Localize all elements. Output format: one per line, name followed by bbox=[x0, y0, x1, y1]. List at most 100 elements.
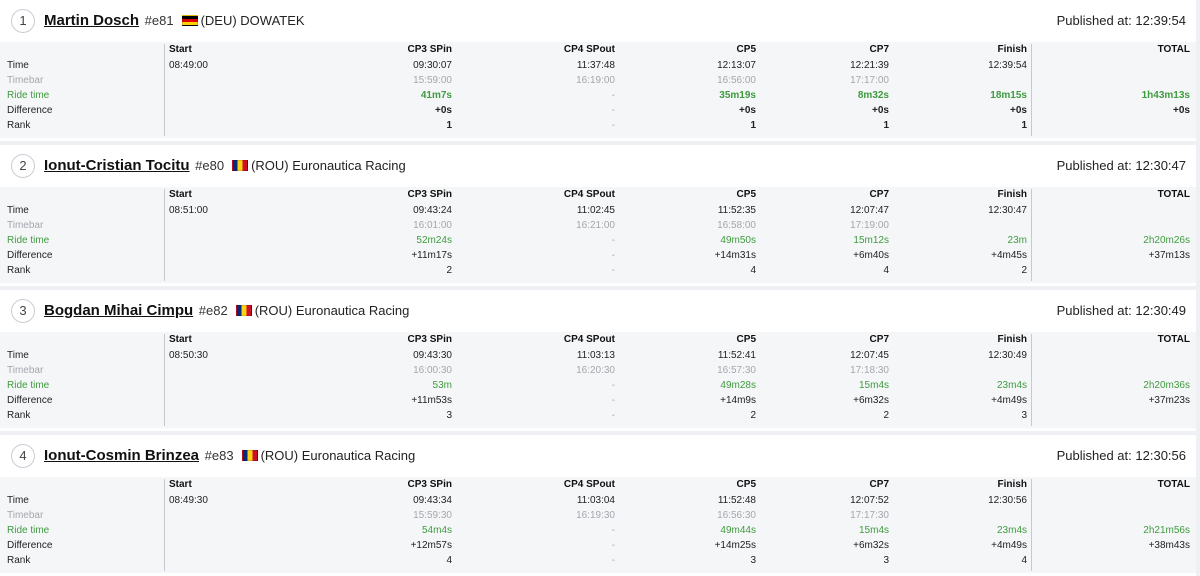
rider-name-link[interactable]: Ionut-Cristian Tocitu bbox=[44, 157, 190, 174]
time-cell: 08:51:00 bbox=[169, 205, 208, 216]
ride-time-cell: - bbox=[611, 380, 615, 391]
country-code: (DEU) bbox=[200, 13, 237, 28]
column-header: TOTAL bbox=[1157, 479, 1190, 490]
difference-cell: - bbox=[611, 540, 615, 551]
difference-cell: +6m40s bbox=[853, 250, 889, 261]
timebar-cell: 16:00:30 bbox=[413, 365, 452, 376]
column-header: Start bbox=[169, 334, 192, 345]
column-separator bbox=[1031, 334, 1032, 426]
timebar-cell: 16:19:30 bbox=[576, 510, 615, 521]
ride-time-cell: 54m4s bbox=[421, 525, 452, 536]
timebar-cell: 16:01:00 bbox=[413, 220, 452, 231]
timebar-cell: 16:58:00 bbox=[717, 220, 756, 231]
row-label-difference: Difference bbox=[7, 250, 53, 261]
column-header: CP7 bbox=[869, 189, 889, 200]
difference-cell: - bbox=[611, 105, 615, 116]
ride-time-cell: 2h20m26s bbox=[1143, 235, 1190, 246]
row-label-ride-time: Ride time bbox=[7, 380, 50, 391]
ride-time-cell: 41m7s bbox=[420, 90, 452, 101]
row-label-rank: Rank bbox=[7, 555, 31, 566]
country-code: (ROU) bbox=[254, 303, 293, 318]
time-cell: 12:07:45 bbox=[850, 350, 889, 361]
timebar-cell: 16:56:00 bbox=[717, 75, 756, 86]
timebar-cell: 16:56:30 bbox=[717, 510, 756, 521]
time-cell: 12:21:39 bbox=[850, 60, 889, 71]
difference-cell: +4m45s bbox=[991, 250, 1027, 261]
column-header: CP4 SPout bbox=[563, 189, 615, 200]
time-cell: 09:43:24 bbox=[413, 205, 452, 216]
rank-cell: 3 bbox=[1021, 410, 1027, 421]
row-label-time: Time bbox=[7, 495, 29, 506]
column-separator bbox=[1031, 189, 1032, 281]
published-value: 12:39:54 bbox=[1135, 13, 1186, 28]
row-label-difference: Difference bbox=[7, 395, 53, 406]
time-cell: 12:07:47 bbox=[850, 205, 889, 216]
time-cell: 11:37:48 bbox=[576, 60, 615, 71]
timebar-cell: 17:17:30 bbox=[850, 510, 889, 521]
ride-time-cell: 2h20m36s bbox=[1143, 380, 1190, 391]
rank-cell: - bbox=[611, 120, 615, 131]
romania-flag-icon bbox=[235, 305, 252, 316]
timebar-cell: 16:19:00 bbox=[576, 75, 615, 86]
rider-heading: Ionut-Cristian Tocitu #e80 (ROU) Euronaut… bbox=[44, 156, 406, 176]
column-separator bbox=[164, 189, 165, 281]
rider-name-link[interactable]: Martin Dosch bbox=[44, 12, 140, 29]
difference-cell: +37m23s bbox=[1148, 395, 1190, 406]
column-header: TOTAL bbox=[1157, 189, 1190, 200]
column-header: TOTAL bbox=[1157, 334, 1190, 345]
column-header: CP3 SPin bbox=[407, 44, 452, 55]
ride-time-cell: 15m4s bbox=[858, 525, 889, 536]
germany-flag-icon bbox=[181, 15, 198, 26]
ride-time-cell: 23m4s bbox=[996, 380, 1027, 391]
rider-name-link[interactable]: Bogdan Mihai Cimpu bbox=[44, 302, 194, 319]
timebar-cell: 17:19:00 bbox=[850, 220, 889, 231]
rank-cell: 2 bbox=[883, 410, 889, 421]
ride-time-cell: 49m44s bbox=[720, 525, 756, 536]
position-badge: 2 bbox=[11, 154, 35, 178]
rank-cell: 2 bbox=[446, 265, 452, 276]
rank-cell: 3 bbox=[750, 555, 756, 566]
country-code: (ROU) bbox=[251, 158, 289, 173]
team-name: DOWATEK bbox=[240, 13, 305, 28]
published-value: 12:30:47 bbox=[1135, 158, 1186, 173]
position-badge: 1 bbox=[11, 9, 35, 33]
country-code: (ROU) bbox=[260, 448, 299, 463]
rank-cell: 4 bbox=[1021, 555, 1027, 566]
column-separator bbox=[1031, 44, 1032, 136]
rider-card: 4 Ionut-Cosmin Brinzea #e83 (ROU) Euronaut… bbox=[0, 435, 1196, 576]
split-times-grid: Start CP3 SPin CP4 SPout CP5 CP7 Finish TOTAL T… bbox=[0, 42, 1196, 138]
rank-cell: - bbox=[611, 410, 615, 421]
rider-header: 3 Bogdan Mihai Cimpu #e82 (ROU) Euronautic… bbox=[0, 290, 1196, 332]
row-label-ride-time: Ride time bbox=[7, 90, 50, 101]
timebar-cell: 17:17:00 bbox=[850, 75, 889, 86]
time-cell: 12:30:47 bbox=[988, 205, 1027, 216]
difference-cell: +11m53s bbox=[411, 395, 452, 406]
time-cell: 12:07:52 bbox=[850, 495, 889, 506]
rank-cell: 1 bbox=[1021, 120, 1027, 131]
column-separator bbox=[164, 334, 165, 426]
column-header: CP7 bbox=[869, 44, 889, 55]
row-label-time: Time bbox=[7, 205, 29, 216]
time-cell: 11:52:35 bbox=[717, 205, 756, 216]
romania-flag-icon bbox=[232, 160, 249, 171]
rider-header: 2 Ionut-Cristian Tocitu #e80 (ROU) Euronau… bbox=[0, 145, 1196, 187]
rank-cell: 1 bbox=[446, 120, 452, 131]
rider-name-link[interactable]: Ionut-Cosmin Brinzea bbox=[44, 447, 200, 464]
time-cell: 08:49:00 bbox=[169, 60, 208, 71]
rank-cell: 4 bbox=[446, 555, 452, 566]
rank-cell: 3 bbox=[446, 410, 452, 421]
row-label-ride-time: Ride time bbox=[7, 235, 50, 246]
column-header: Start bbox=[169, 479, 192, 490]
time-cell: 09:43:34 bbox=[413, 495, 452, 506]
position-badge: 3 bbox=[11, 299, 35, 323]
column-header: Finish bbox=[997, 189, 1027, 200]
row-label-time: Time bbox=[7, 60, 29, 71]
column-header: CP4 SPout bbox=[563, 44, 615, 55]
bib-number: #e81 bbox=[144, 13, 174, 28]
rank-cell: 4 bbox=[750, 265, 756, 276]
bib-number: #e82 bbox=[198, 303, 228, 318]
ride-time-cell: 23m bbox=[1007, 235, 1027, 246]
published-value: 12:30:56 bbox=[1135, 448, 1186, 463]
row-label-difference: Difference bbox=[7, 540, 53, 551]
time-cell: 11:52:41 bbox=[717, 350, 756, 361]
